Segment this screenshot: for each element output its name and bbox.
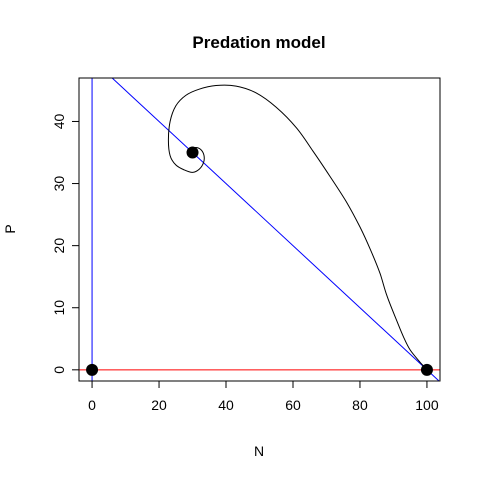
trajectory-line [167, 84, 428, 370]
x-tick-label: 0 [88, 397, 96, 413]
y-tick-label: 30 [51, 176, 67, 192]
plot-frame [78, 77, 441, 382]
y-tick-label: 0 [51, 366, 67, 374]
x-tick-label: 20 [151, 397, 167, 413]
x-axis: 0 20 40 60 80 100 [88, 380, 439, 413]
x-tick-label: 80 [352, 397, 368, 413]
equilibrium-point-0 [86, 363, 99, 376]
x-tick-label: 40 [218, 397, 234, 413]
equilibrium-point-1 [186, 146, 199, 159]
y-tick-label: 20 [51, 238, 67, 254]
chart-title: Predation model [192, 33, 325, 52]
y-tick-label: 40 [51, 113, 67, 129]
equilibrium-layer [86, 146, 433, 376]
equilibrium-point-2 [420, 363, 433, 376]
x-tick-label: 100 [415, 397, 439, 413]
y-axis-label: P [2, 224, 18, 233]
y-axis: 0 10 20 30 40 [51, 113, 80, 374]
x-tick-label: 60 [285, 397, 301, 413]
isocline-layer [79, 78, 440, 381]
y-tick-label: 10 [51, 300, 67, 316]
x-axis-label: N [254, 443, 264, 459]
isocline-line-1 [111, 78, 440, 381]
trajectory-layer [167, 84, 428, 370]
